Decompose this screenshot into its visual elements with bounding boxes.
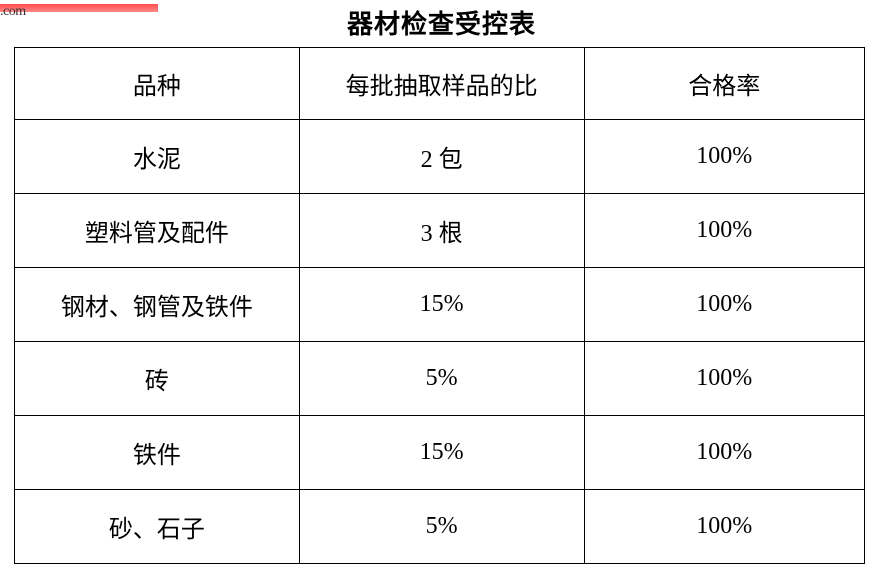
table-cell: 15% <box>299 416 584 490</box>
table-cell: 水泥 <box>15 120 300 194</box>
table-cell: 砖 <box>15 342 300 416</box>
table-cell: 砂、石子 <box>15 490 300 564</box>
table-cell: 2 包 <box>299 120 584 194</box>
table-cell: 5% <box>299 490 584 564</box>
table-row: 塑料管及配件 3 根 100% <box>15 194 865 268</box>
table-cell: 100% <box>584 342 865 416</box>
equipment-inspection-table: 品种 每批抽取样品的比 合格率 水泥 2 包 100% 塑料管及配件 3 根 1… <box>14 47 865 564</box>
table-cell: 塑料管及配件 <box>15 194 300 268</box>
table-row: 铁件 15% 100% <box>15 416 865 490</box>
table-cell: 100% <box>584 194 865 268</box>
column-header: 每批抽取样品的比 <box>299 48 584 120</box>
table-row: 水泥 2 包 100% <box>15 120 865 194</box>
table-row: 砖 5% 100% <box>15 342 865 416</box>
table-container: 品种 每批抽取样品的比 合格率 水泥 2 包 100% 塑料管及配件 3 根 1… <box>0 47 883 564</box>
table-row: 钢材、钢管及铁件 15% 100% <box>15 268 865 342</box>
table-cell: 100% <box>584 120 865 194</box>
table-cell: 15% <box>299 268 584 342</box>
table-cell: 3 根 <box>299 194 584 268</box>
table-cell: 100% <box>584 268 865 342</box>
table-header-row: 品种 每批抽取样品的比 合格率 <box>15 48 865 120</box>
table-cell: 100% <box>584 416 865 490</box>
fragment-text: .com <box>0 4 26 20</box>
table-cell: 5% <box>299 342 584 416</box>
table-cell: 铁件 <box>15 416 300 490</box>
column-header: 合格率 <box>584 48 865 120</box>
table-cell: 钢材、钢管及铁件 <box>15 268 300 342</box>
table-row: 砂、石子 5% 100% <box>15 490 865 564</box>
table-cell: 100% <box>584 490 865 564</box>
column-header: 品种 <box>15 48 300 120</box>
